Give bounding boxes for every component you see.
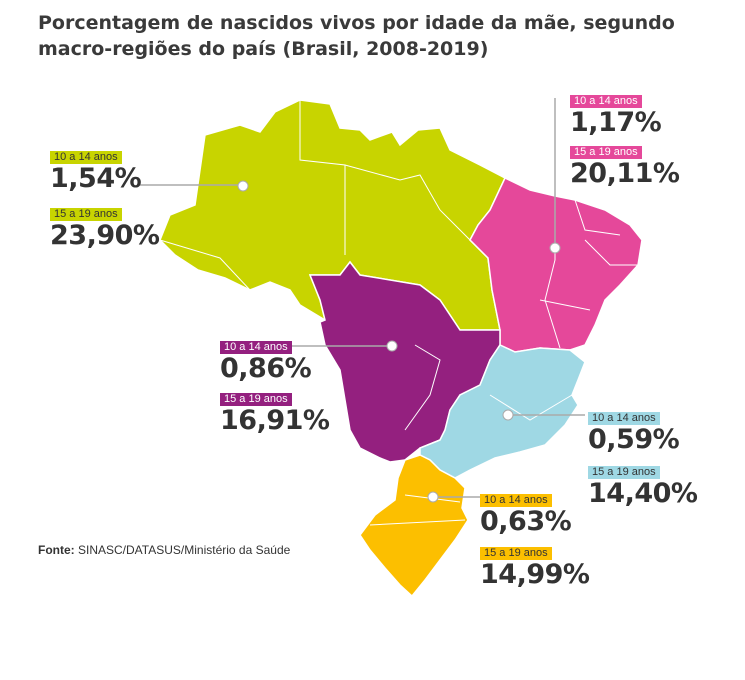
label-norte-10-14: 10 a 14 anos 1,54% xyxy=(50,147,142,194)
marker-norte xyxy=(237,180,249,192)
label-nordeste-10-14: 10 a 14 anos 1,17% xyxy=(570,91,662,138)
label-sudeste-10-14: 10 a 14 anos 0,59% xyxy=(588,408,680,455)
source-note: Fonte: SINASC/DATASUS/Ministério da Saúd… xyxy=(38,543,290,557)
region-sudeste[interactable] xyxy=(419,344,586,479)
value-centro-oeste-10-14: 0,86% xyxy=(220,353,312,384)
region-nordeste[interactable] xyxy=(469,176,643,353)
label-norte-15-19: 15 a 19 anos 23,90% xyxy=(50,204,160,251)
marker-nordeste xyxy=(549,242,561,254)
marker-centro-oeste xyxy=(386,340,398,352)
value-norte-10-14: 1,54% xyxy=(50,163,142,194)
label-nordeste-15-19: 15 a 19 anos 20,11% xyxy=(570,142,680,189)
tag-sudeste-15-19: 15 a 19 anos xyxy=(588,466,660,479)
marker-sul xyxy=(427,491,439,503)
value-sul-15-19: 14,99% xyxy=(480,559,590,590)
value-nordeste-10-14: 1,17% xyxy=(570,107,662,138)
page-title: Porcentagem de nascidos vivos por idade … xyxy=(38,12,675,60)
value-norte-15-19: 23,90% xyxy=(50,220,160,251)
region-sul[interactable] xyxy=(359,454,469,598)
value-nordeste-15-19: 20,11% xyxy=(570,158,680,189)
tag-centro-oeste-10-14: 10 a 14 anos xyxy=(220,341,292,354)
tag-centro-oeste-15-19: 15 a 19 anos xyxy=(220,393,292,406)
value-sul-10-14: 0,63% xyxy=(480,506,572,537)
source-label: Fonte: xyxy=(38,543,75,557)
tag-sudeste-10-14: 10 a 14 anos xyxy=(588,412,660,425)
value-sudeste-10-14: 0,59% xyxy=(588,424,680,455)
tag-norte-10-14: 10 a 14 anos xyxy=(50,151,122,164)
value-centro-oeste-15-19: 16,91% xyxy=(220,405,330,436)
source-text: SINASC/DATASUS/Ministério da Saúde xyxy=(78,543,291,557)
value-sudeste-15-19: 14,40% xyxy=(588,478,698,509)
tag-nordeste-10-14: 10 a 14 anos xyxy=(570,95,642,108)
tag-sul-10-14: 10 a 14 anos xyxy=(480,494,552,507)
label-centro-oeste-15-19: 15 a 19 anos 16,91% xyxy=(220,389,330,436)
marker-sudeste xyxy=(502,409,514,421)
tag-norte-15-19: 15 a 19 anos xyxy=(50,208,122,221)
region-markers xyxy=(237,180,561,503)
label-sul-15-19: 15 a 19 anos 14,99% xyxy=(480,543,590,590)
label-sul-10-14: 10 a 14 anos 0,63% xyxy=(480,490,572,537)
tag-nordeste-15-19: 15 a 19 anos xyxy=(570,146,642,159)
tag-sul-15-19: 15 a 19 anos xyxy=(480,547,552,560)
label-centro-oeste-10-14: 10 a 14 anos 0,86% xyxy=(220,337,312,384)
leader-lines xyxy=(140,98,585,498)
label-sudeste-15-19: 15 a 19 anos 14,40% xyxy=(588,462,698,509)
